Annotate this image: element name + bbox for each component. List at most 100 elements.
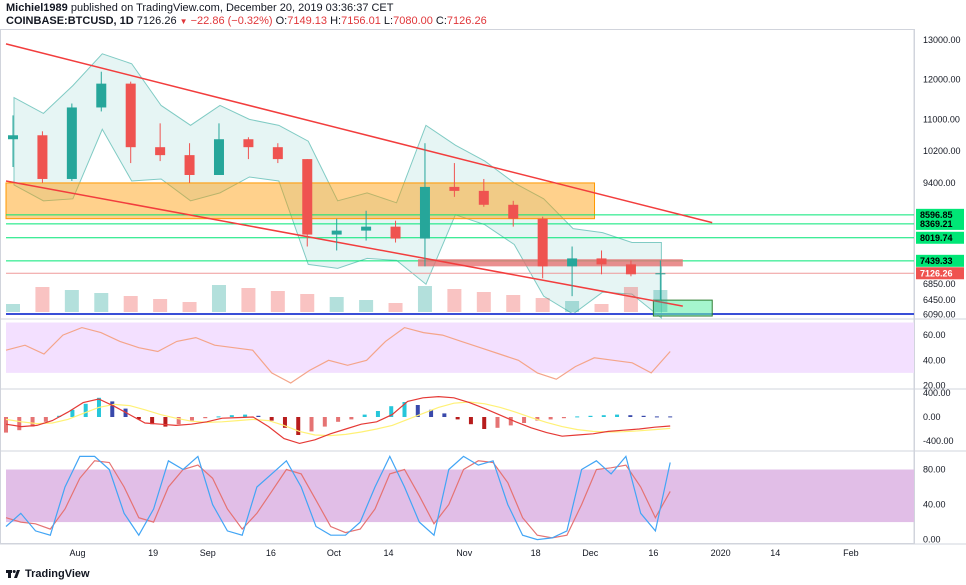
- price-label-box: [916, 254, 964, 267]
- volume-bar: [506, 295, 521, 312]
- macd-hist-bar: [216, 416, 221, 418]
- stoch-d-line: [5, 460, 671, 539]
- volume-bar: [594, 304, 609, 312]
- time-tick-label: 2020: [711, 548, 731, 558]
- macd-hist-bar: [588, 415, 593, 417]
- macd-signal-line: [5, 401, 671, 437]
- price-tick-label: 6090.00: [923, 309, 956, 319]
- publish-line: Michiel1989 published on TradingView.com…: [6, 2, 394, 14]
- macd-hist-bar: [150, 417, 155, 425]
- volume-bar: [241, 288, 256, 312]
- macd-tick-label: 400.00: [923, 388, 951, 398]
- channel-upper-line: [5, 43, 713, 224]
- time-tick-label: 19: [148, 548, 158, 558]
- macd-hist-bar: [615, 414, 620, 417]
- volume-bar: [359, 300, 374, 312]
- macd-hist-bar: [43, 417, 48, 422]
- candle-body: [508, 204, 519, 219]
- price-label-text: 8369.21: [920, 219, 953, 229]
- candle-body: [184, 155, 195, 175]
- macd-hist-bar: [70, 409, 75, 417]
- macd-hist-bar: [282, 417, 287, 428]
- candle-body: [537, 218, 548, 267]
- volume-bar: [329, 297, 344, 312]
- high-label: H:: [330, 15, 342, 27]
- macd-hist-bar: [654, 416, 659, 418]
- candle-body: [449, 186, 460, 191]
- volume-bar: [300, 294, 315, 312]
- candle-body: [96, 83, 107, 108]
- time-tick-label: Aug: [69, 548, 85, 558]
- macd-hist-bar: [189, 417, 194, 421]
- price-tick-label: 11000.00: [923, 114, 960, 124]
- candle-body: [155, 147, 166, 156]
- price-label-box: [916, 231, 964, 244]
- price-label-text: 7126.26: [920, 268, 953, 278]
- macd-hist-bar: [548, 417, 553, 420]
- macd-hist-bar: [163, 417, 168, 427]
- volume-bar: [388, 303, 403, 312]
- supply-zone: [417, 259, 683, 267]
- volume-bar: [182, 302, 197, 312]
- price-tick-label: 9400.00: [923, 178, 956, 188]
- price-change: −22.86 (−0.32%): [190, 15, 273, 27]
- candle-body: [302, 159, 313, 235]
- published-text: published on TradingView.com, December 2…: [70, 2, 394, 14]
- volume-bar: [565, 301, 580, 312]
- rsi-tick-label: 60.00: [923, 330, 946, 340]
- candle-body: [655, 273, 666, 275]
- rsi-tick-label: 40.00: [923, 355, 946, 365]
- high-value: 7156.01: [341, 15, 381, 27]
- tradingview-logo-icon: [6, 570, 20, 578]
- volume-bar: [94, 293, 109, 312]
- close-label: C:: [435, 15, 447, 27]
- candle-body: [390, 226, 401, 239]
- candle-body: [8, 135, 18, 140]
- macd-hist-bar: [256, 415, 261, 417]
- macd-hist-bar: [668, 416, 673, 418]
- symbol-line: COINBASE:BTCUSD, 1D 7126.26 ▼ −22.86 (−0…: [6, 15, 487, 27]
- macd-hist-bar: [322, 417, 327, 427]
- candle-body: [331, 230, 342, 235]
- macd-hist-bar: [442, 413, 447, 417]
- stoch-tick-label: 40.00: [923, 500, 946, 510]
- macd-line: [5, 395, 671, 445]
- tradingview-brand[interactable]: TradingView: [25, 568, 90, 580]
- volume-bar: [417, 286, 432, 312]
- price-label-box: [916, 217, 964, 230]
- price-tick-label: 6450.00: [923, 295, 956, 305]
- candle-body: [625, 264, 636, 275]
- symbol-label[interactable]: COINBASE:BTCUSD, 1D: [6, 15, 134, 27]
- macd-tick-label: 0.00: [923, 412, 941, 422]
- candle-body: [596, 258, 607, 265]
- candle-body: [361, 226, 372, 231]
- macd-hist-bar: [561, 417, 566, 419]
- time-tick-label: Nov: [456, 548, 473, 558]
- macd-hist-bar: [508, 417, 513, 426]
- macd-hist-bar: [309, 417, 314, 432]
- volume-bar: [447, 289, 462, 312]
- price-label-box: [916, 208, 964, 221]
- price-tick-label: 6850.00: [923, 279, 956, 289]
- macd-hist-bar: [203, 417, 208, 419]
- macd-hist-bar: [336, 417, 341, 422]
- candle-body: [125, 83, 136, 148]
- channel-lower-line: [5, 180, 683, 307]
- macd-hist-bar: [176, 417, 181, 425]
- price-tick-label: 10200.00: [923, 146, 961, 156]
- rsi-line: [5, 326, 671, 384]
- macd-hist-bar: [243, 414, 248, 417]
- time-tick-label: 18: [531, 548, 541, 558]
- macd-hist-bar: [495, 417, 500, 428]
- macd-hist-bar: [575, 416, 580, 418]
- footer: TradingView: [6, 566, 90, 582]
- volume-bar: [123, 296, 138, 312]
- stoch-tick-label: 80.00: [923, 465, 946, 475]
- time-tick-label: 14: [770, 548, 780, 558]
- macd-hist-bar: [468, 417, 473, 425]
- time-tick-label: 16: [266, 548, 276, 558]
- macd-hist-bar: [349, 417, 354, 420]
- author-name[interactable]: Michiel1989: [6, 2, 68, 14]
- macd-hist-bar: [415, 405, 420, 417]
